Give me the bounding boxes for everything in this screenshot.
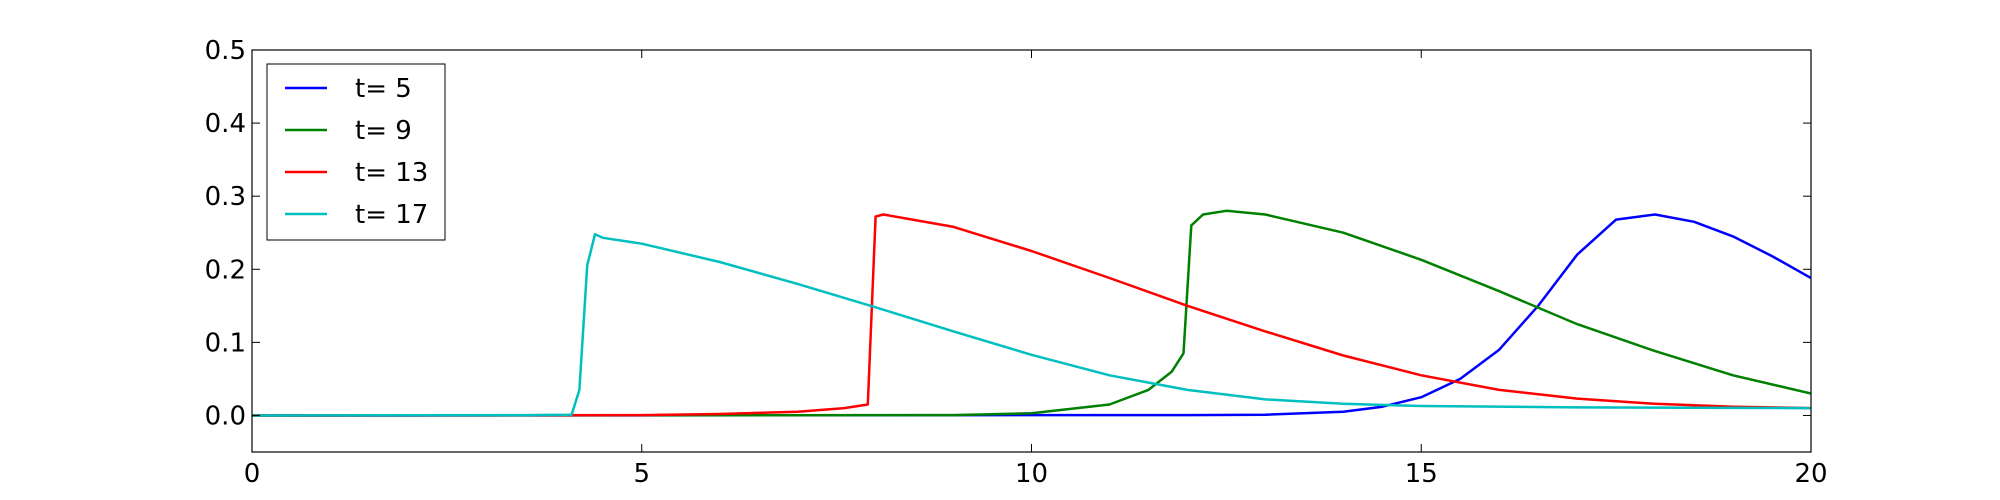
y-tick-label: 0.2	[205, 255, 246, 285]
series-line-2	[252, 209, 1811, 417]
legend: t= 5 t= 9 t= 13 t= 17	[266, 63, 446, 241]
y-tick-label: 0.1	[205, 328, 246, 358]
plot-area	[252, 209, 1811, 417]
series-line-4	[252, 232, 1811, 417]
x-tick-label: 5	[633, 459, 650, 489]
legend-box	[266, 63, 446, 241]
series-line-1	[252, 213, 1811, 417]
series-line-3	[252, 213, 1811, 417]
y-tick-label: 0.5	[205, 36, 246, 66]
legend-label: t= 9	[355, 116, 412, 146]
y-tick-label: 0.3	[205, 182, 246, 212]
legend-label: t= 5	[355, 74, 412, 104]
x-tick-label: 0	[244, 459, 261, 489]
axes: 0 5 10 15 20 0.0 0.1 0.2 0.3 0.4 0.5	[205, 36, 1828, 489]
y-tick-label: 0.4	[205, 109, 246, 139]
x-tick-label: 20	[1794, 459, 1827, 489]
x-tick-label: 10	[1015, 459, 1048, 489]
legend-label: t= 17	[355, 200, 428, 230]
y-tick-label: 0.0	[205, 401, 246, 431]
legend-label: t= 13	[355, 158, 428, 188]
x-tick-label: 15	[1405, 459, 1438, 489]
